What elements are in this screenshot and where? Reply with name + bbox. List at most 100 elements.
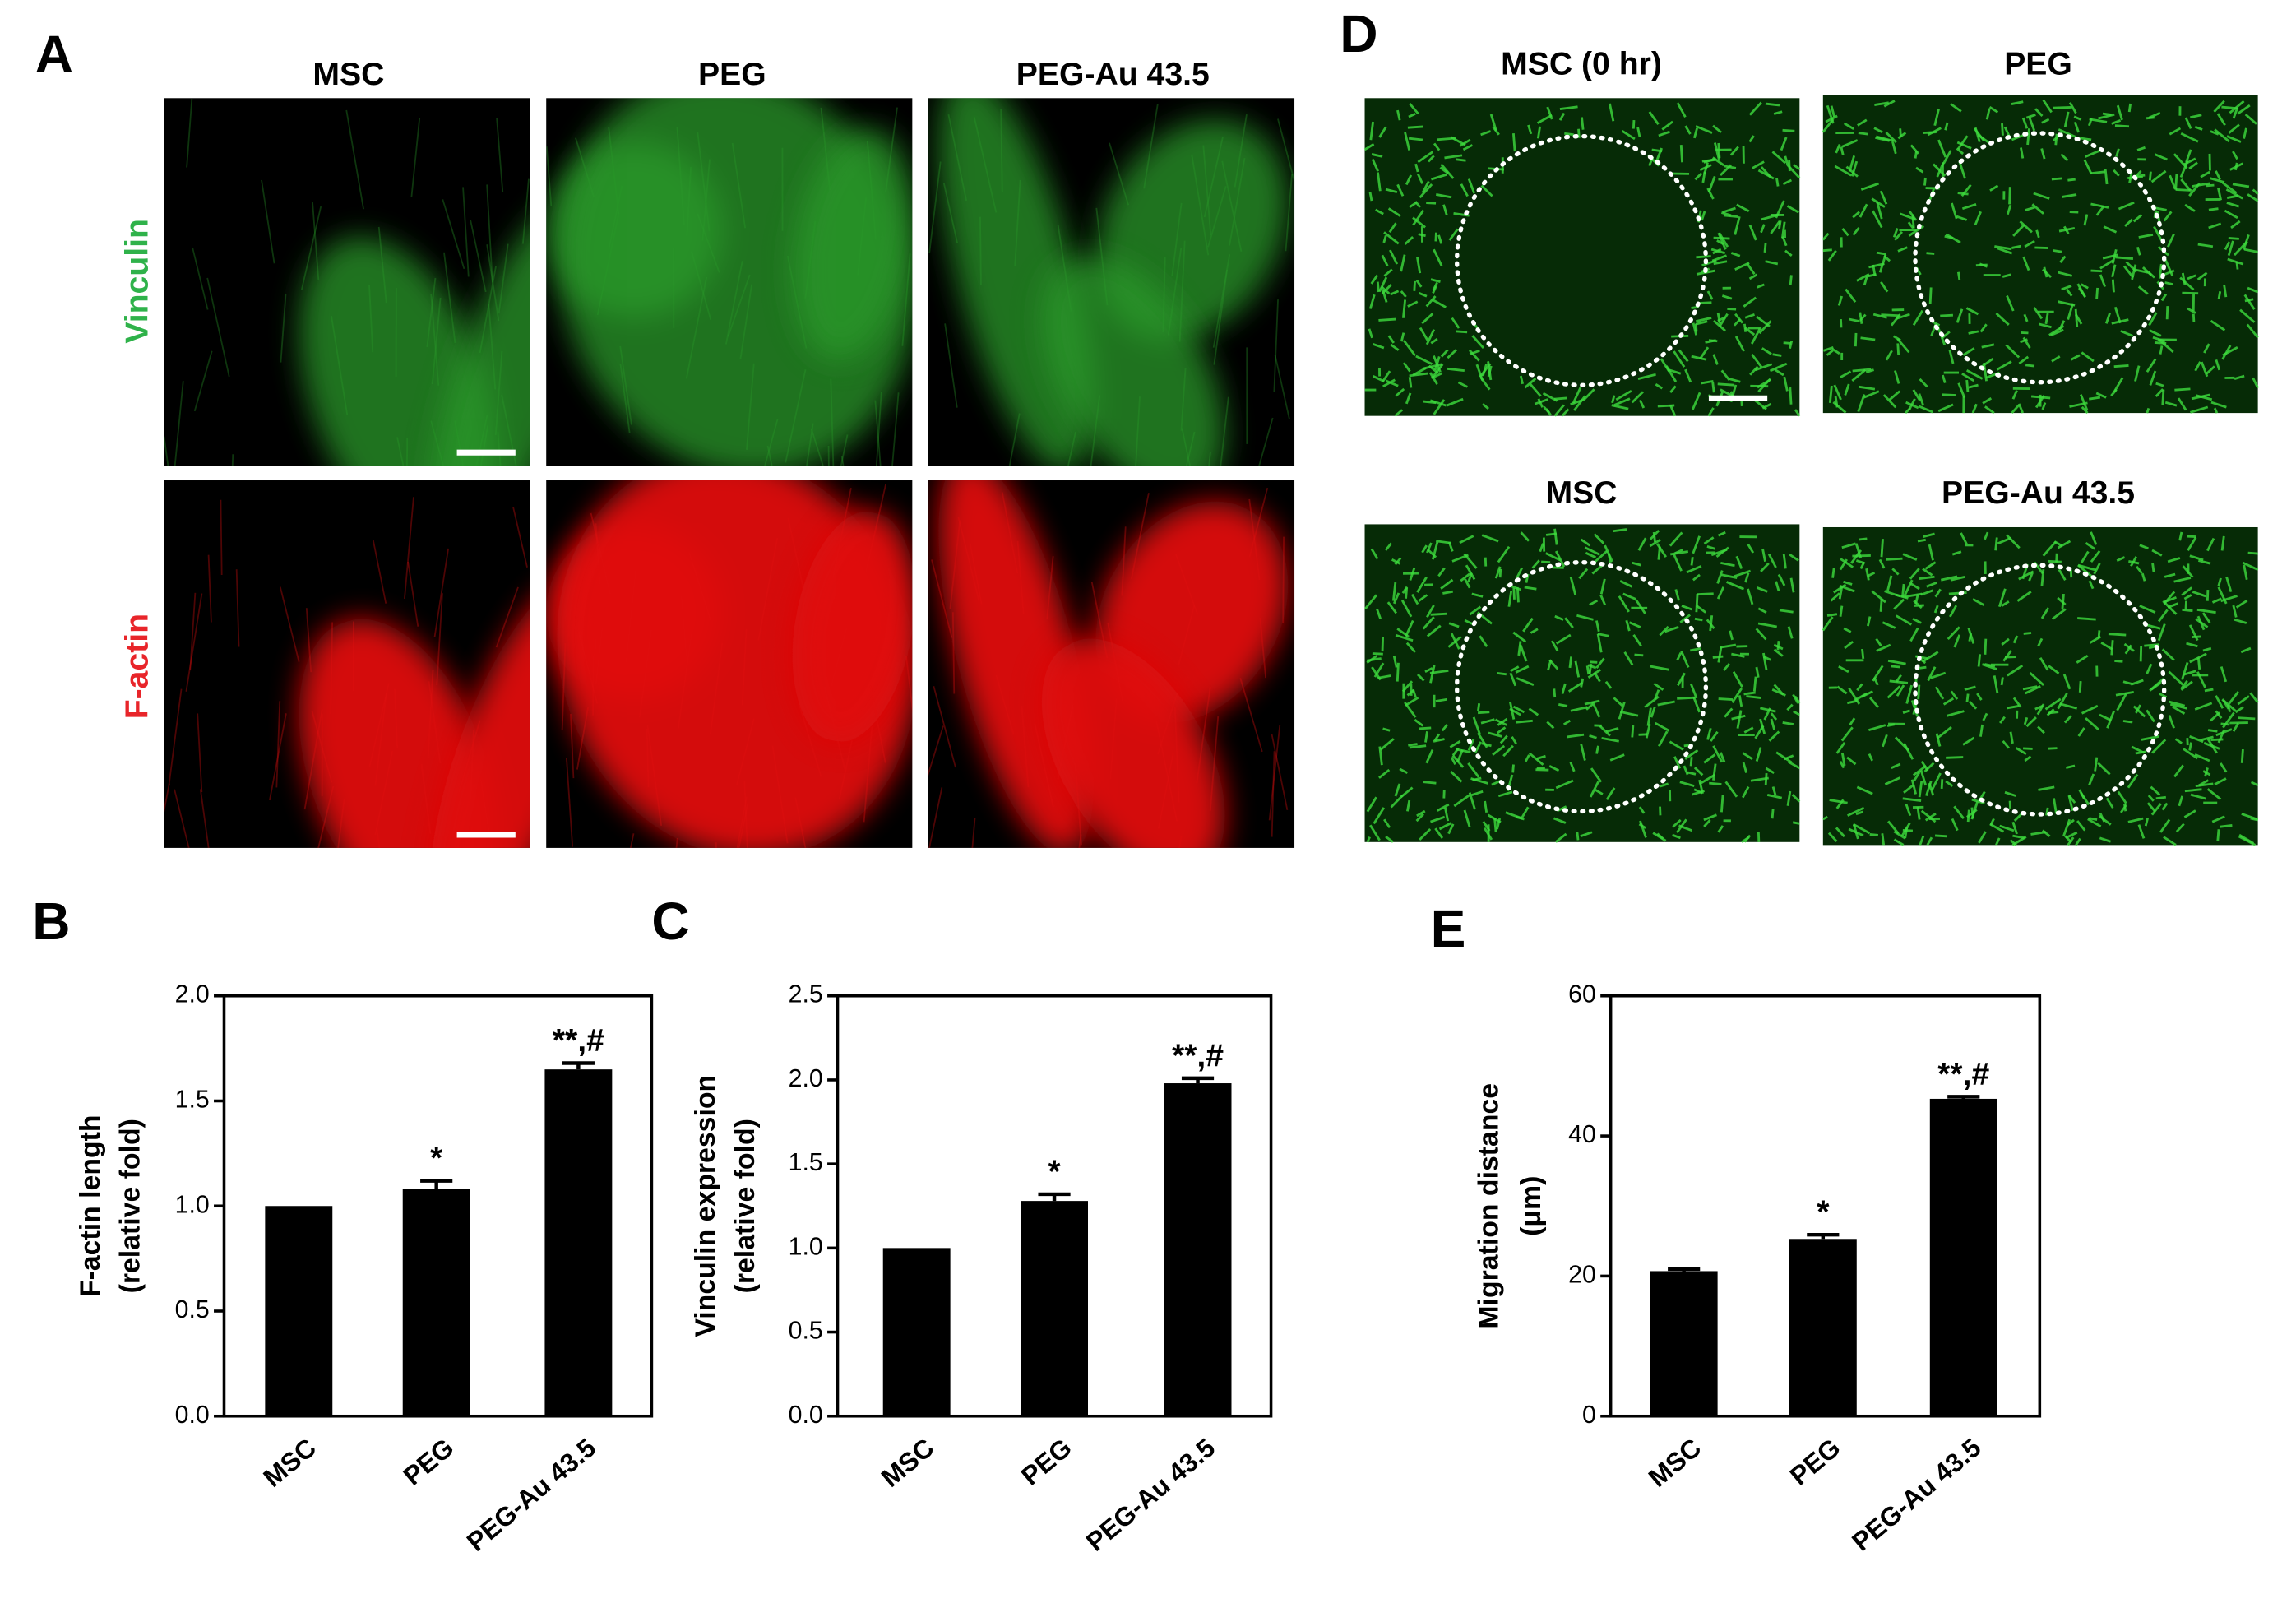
cell: [2187, 307, 2196, 314]
cell: [2009, 731, 2014, 744]
significance-label: **,#: [1937, 1057, 1989, 1092]
cell: [1716, 570, 1724, 584]
cell: [2080, 792, 2090, 806]
cell: [2004, 656, 2016, 659]
cell: [1453, 794, 1470, 808]
cell: [1409, 102, 1419, 115]
cell: [1632, 119, 1636, 129]
cell: [2102, 253, 2119, 260]
cell: [2226, 135, 2242, 143]
fiber: [738, 803, 749, 848]
cell: [1968, 330, 1979, 335]
cell: [2120, 330, 2134, 337]
fiber: [394, 688, 399, 749]
cell: [2202, 646, 2212, 652]
cell: [1760, 166, 1772, 179]
cell: [2247, 286, 2259, 294]
cell: [1650, 707, 1656, 718]
image-title: MSC: [1546, 475, 1618, 511]
cell: [1905, 684, 1914, 704]
cell: [2188, 182, 2201, 197]
cell: [1400, 290, 1407, 298]
fiber: [951, 612, 956, 694]
cell: [2034, 108, 2044, 117]
y-tick-label: 1.0: [175, 1191, 210, 1218]
cell: [2215, 695, 2224, 709]
cell: [1587, 664, 1597, 670]
cell: [2139, 544, 2149, 550]
fiber: [830, 604, 854, 687]
cell: [1872, 210, 1883, 229]
cell: [1782, 128, 1795, 132]
cell: [2162, 600, 2178, 615]
cell: [1412, 209, 1425, 226]
cell: [1684, 125, 1692, 135]
cell: [1692, 535, 1701, 554]
cell: [1760, 213, 1780, 221]
cell: [2215, 710, 2223, 719]
fiber: [799, 705, 822, 777]
fiber: [676, 127, 685, 225]
cell: [1434, 232, 1437, 242]
cell: [2051, 355, 2061, 363]
fiber: [1268, 725, 1281, 821]
cell: [1867, 571, 1876, 577]
cell: [1902, 797, 1922, 802]
cell: [1681, 605, 1692, 611]
cell: [1651, 148, 1663, 153]
fiber: [312, 202, 320, 280]
cell: [1437, 567, 1446, 577]
cell: [1408, 113, 1416, 118]
fiber: [1135, 396, 1141, 466]
cell: [2155, 795, 2167, 800]
fiber: [757, 537, 779, 641]
fiber: [771, 745, 789, 844]
cell: [1599, 594, 1607, 606]
cell: [1868, 753, 1873, 762]
cell: [2001, 637, 2010, 646]
fiber: [590, 512, 612, 595]
cell: [2181, 272, 2187, 285]
cells: [546, 98, 913, 466]
cell: [1905, 803, 1912, 817]
cell: [1693, 767, 1704, 776]
cell: [1446, 397, 1464, 407]
cell: [1957, 192, 1969, 196]
cell: [1652, 531, 1656, 543]
cell: [2067, 794, 2076, 804]
cell: [2221, 105, 2238, 110]
error-bar: [1668, 1267, 1701, 1272]
cell: [1520, 531, 1530, 542]
cell: [1845, 288, 1857, 304]
cell: [1865, 568, 1870, 581]
cell: [1502, 744, 1514, 758]
cell: [1655, 721, 1670, 732]
fiber: [686, 167, 692, 236]
cell: [1378, 126, 1387, 138]
cell: [2128, 172, 2133, 183]
cell: [1415, 355, 1433, 365]
cell: [1658, 730, 1669, 748]
cell: [2124, 644, 2132, 655]
cell: [2173, 577, 2192, 583]
cell: [1742, 752, 1753, 761]
cell: [1636, 127, 1641, 137]
panel-label: E: [1431, 899, 1466, 958]
cell: [2215, 359, 2221, 371]
cell: [2157, 623, 2166, 642]
fiber: [479, 779, 493, 848]
cell: [1846, 699, 1858, 705]
cell: [2181, 661, 2189, 680]
fiber: [810, 428, 824, 466]
cell: [1650, 665, 1669, 671]
cell: [2184, 600, 2187, 610]
cell: [1555, 832, 1567, 843]
cell: [2173, 153, 2188, 169]
cell: [2194, 753, 2210, 762]
cell: [1945, 233, 1961, 244]
fiber: [576, 707, 590, 770]
cell: [1632, 633, 1642, 647]
cell: [1689, 683, 1698, 699]
cell: [1761, 347, 1772, 355]
cell: [1923, 762, 1935, 773]
